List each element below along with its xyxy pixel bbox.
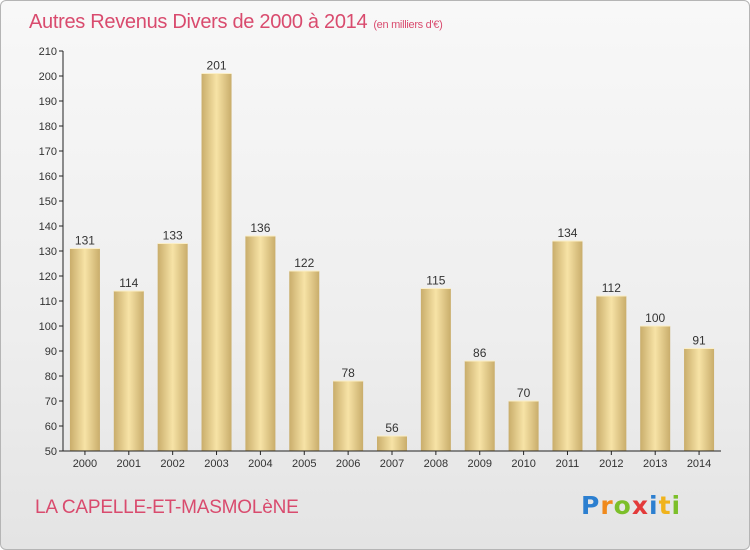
- value-label: 112: [602, 281, 621, 295]
- logo-letter: P: [581, 491, 601, 520]
- value-label: 86: [473, 346, 487, 360]
- logo-letter: r: [600, 491, 614, 520]
- commune-name: LA CAPELLE-ET-MASMOLèNE: [35, 497, 299, 518]
- y-tick-label: 140: [39, 221, 57, 233]
- y-tick-label: 90: [45, 346, 57, 358]
- y-tick-label: 120: [39, 271, 57, 283]
- bar-2000: [69, 248, 100, 451]
- bar-2002: [157, 243, 188, 451]
- y-tick-label: 80: [45, 371, 57, 383]
- bar-2011: [552, 241, 583, 451]
- x-tick-label: 2000: [73, 458, 97, 470]
- value-label: 136: [250, 221, 270, 235]
- x-tick-label: 2004: [248, 458, 272, 470]
- y-tick-label: 50: [45, 446, 57, 458]
- x-tick-label: 2010: [511, 458, 535, 470]
- bar-2013: [640, 326, 671, 451]
- x-tick-label: 2002: [160, 458, 184, 470]
- x-tick-label: 2007: [380, 458, 404, 470]
- chart-title-text: Autres Revenus Divers de 2000 à 2014: [29, 11, 368, 33]
- y-tick-label: 170: [39, 146, 57, 158]
- value-label: 70: [517, 386, 531, 400]
- x-tick-label: 2013: [643, 458, 667, 470]
- value-label: 100: [645, 311, 665, 325]
- bar-2007: [377, 436, 407, 451]
- bar-2008: [420, 288, 451, 451]
- x-axis: 2000 2001 2002 2003 2004 2005 2006 2007 2008 2009…: [63, 450, 721, 470]
- logo-letter: i: [649, 491, 659, 520]
- bar-2012: [596, 296, 627, 451]
- x-tick-label: 2011: [556, 458, 580, 470]
- bar-2005: [289, 271, 320, 451]
- bar-2001: [113, 291, 144, 451]
- value-label: 56: [385, 421, 399, 435]
- bars: [69, 73, 715, 451]
- bar-2006: [333, 381, 364, 451]
- value-label: 115: [426, 274, 445, 288]
- bar-2009: [464, 361, 495, 451]
- x-tick-label: 2006: [336, 458, 360, 470]
- y-tick-label: 130: [39, 246, 57, 258]
- y-tick-label: 60: [45, 421, 57, 433]
- value-label: 201: [207, 59, 227, 73]
- y-tick-label: 100: [39, 321, 57, 333]
- y-tick-label: 110: [39, 296, 57, 308]
- value-label: 114: [119, 276, 138, 290]
- x-tick-label: 2009: [467, 458, 491, 470]
- y-tick-label: 70: [45, 396, 57, 408]
- value-label: 131: [75, 234, 95, 248]
- x-tick-label: 2012: [599, 458, 623, 470]
- x-tick-label: 2008: [424, 458, 448, 470]
- bar-2004: [245, 236, 276, 451]
- logo-letter: t: [658, 491, 672, 520]
- value-label: 78: [341, 366, 355, 380]
- value-label: 122: [294, 256, 314, 270]
- y-tick-label: 160: [39, 171, 57, 183]
- proxiti-logo: Proxiti: [581, 491, 681, 520]
- bar-2003: [201, 73, 232, 451]
- x-tick-label: 2003: [204, 458, 228, 470]
- bar-2014: [684, 348, 715, 451]
- bar-2010: [508, 401, 539, 451]
- y-axis: 50 60 70 80 90 100 110 120 130 140 150 160 170 180 190…: [39, 46, 64, 458]
- y-tick-label: 180: [39, 121, 57, 133]
- y-tick-label: 150: [39, 196, 57, 208]
- chart-title: Autres Revenus Divers de 2000 à 2014 (en …: [29, 11, 443, 34]
- x-tick-label: 2014: [687, 458, 711, 470]
- logo-letter: o: [613, 491, 632, 520]
- logo-letter: i: [671, 491, 682, 520]
- value-label: 133: [163, 229, 183, 243]
- value-labels: 131 114 133 201 136 122 78 56 115 86 70 134 112 100 91: [75, 59, 706, 436]
- value-label: 91: [692, 334, 706, 348]
- x-tick-label: 2005: [292, 458, 316, 470]
- value-label: 134: [557, 226, 577, 240]
- chart-unit-label: (en milliers d'€): [373, 19, 443, 31]
- y-tick-label: 190: [39, 96, 57, 108]
- y-tick-label: 200: [39, 71, 57, 83]
- y-tick-label: 210: [39, 46, 57, 58]
- x-tick-label: 2001: [117, 458, 141, 470]
- logo-letter: x: [631, 491, 649, 520]
